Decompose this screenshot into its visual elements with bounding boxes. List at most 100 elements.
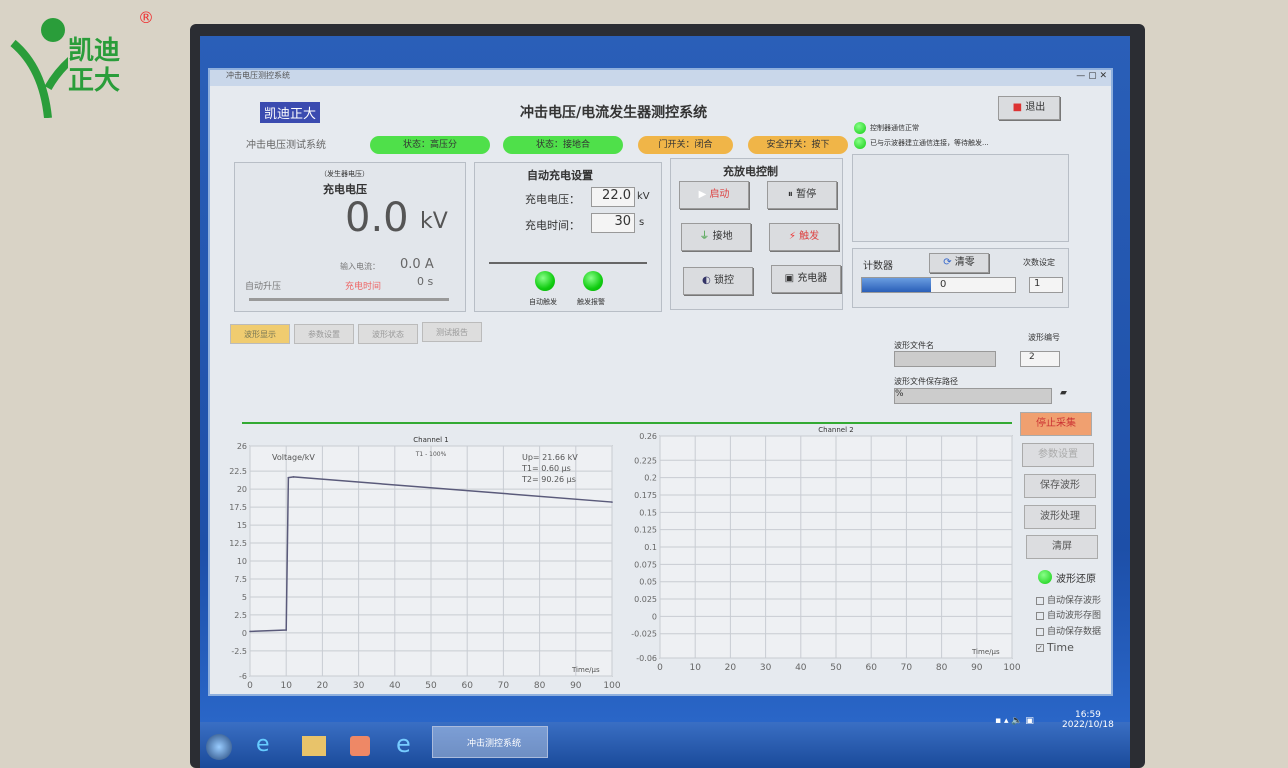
charger-button[interactable]: ▣ 充电器 bbox=[771, 265, 841, 293]
y-tick-label: 10 bbox=[237, 557, 247, 566]
y-tick-label: 0.075 bbox=[634, 560, 657, 569]
pause-icon: ⏸ bbox=[787, 189, 797, 200]
x-tick-label: 100 bbox=[603, 681, 620, 691]
y-tick-label: -0.06 bbox=[636, 654, 657, 663]
file-name-label: 波形文件名 bbox=[894, 341, 934, 350]
tray-icons[interactable]: ▪ ▴ 🔈 ▣ bbox=[995, 716, 1034, 726]
start-button[interactable] bbox=[206, 734, 232, 760]
y-tick-label: -0.025 bbox=[631, 630, 657, 639]
x-tick-label: 10 bbox=[689, 663, 701, 673]
counter-bar: 0 bbox=[861, 277, 1016, 293]
comm-led bbox=[854, 122, 866, 134]
param-settings-button[interactable]: 参数设置 bbox=[1022, 443, 1094, 467]
y-tick-label: 0.26 bbox=[639, 432, 657, 441]
info-display-panel bbox=[852, 154, 1069, 242]
lock-icon: ◐ bbox=[702, 275, 714, 286]
clear-counter-button[interactable]: ⟳ 清零 bbox=[929, 253, 989, 273]
voltage-caption: （发生器电压） bbox=[320, 170, 369, 178]
brand-logo: 凯迪正大 ® bbox=[8, 8, 158, 123]
x-tick-label: 50 bbox=[830, 663, 842, 673]
pause-button[interactable]: ⏸ 暂停 bbox=[767, 181, 837, 209]
page-title: 冲击电压/电流发生器测控系统 bbox=[520, 105, 708, 121]
charge-voltage-label: 充电电压： bbox=[525, 193, 580, 206]
annotation: Up= 21.66 kV bbox=[522, 453, 578, 462]
process-waveform-button[interactable]: 波形处理 bbox=[1024, 505, 1096, 529]
window-controls[interactable]: — ▢ ✕ bbox=[1076, 71, 1107, 81]
checkbox-auto-save-waveform[interactable]: 自动保存波形 bbox=[1036, 593, 1101, 606]
y-axis-label: Voltage/kV bbox=[272, 453, 315, 462]
ground-button[interactable]: ⏚ 接地 bbox=[681, 223, 751, 251]
y-tick-label: 0.225 bbox=[634, 456, 657, 465]
y-tick-label: 26 bbox=[237, 442, 247, 451]
count-setting-input[interactable]: 1 bbox=[1029, 277, 1063, 293]
file-number-input[interactable]: 2 bbox=[1020, 351, 1060, 367]
folder-icon[interactable]: ▰ bbox=[1060, 388, 1067, 398]
x-tick-label: 100 bbox=[1003, 663, 1020, 673]
checkbox-auto-save-image[interactable]: 自动波形存图 bbox=[1036, 608, 1101, 621]
file-name-input[interactable] bbox=[894, 351, 996, 367]
y-tick-label: 2.5 bbox=[234, 611, 247, 620]
save-waveform-button[interactable]: 保存波形 bbox=[1024, 474, 1096, 498]
x-tick-label: 10 bbox=[280, 681, 292, 691]
folder-icon[interactable] bbox=[302, 736, 326, 756]
auto-boost-label: 自动升压 bbox=[245, 282, 282, 292]
ie-icon[interactable]: e bbox=[256, 732, 270, 757]
ie-icon-2[interactable]: e bbox=[396, 730, 411, 758]
charge-control-panel: 充放电控制 ▶ 启动 ⏸ 暂停 ⏚ 接地 ⚡ 触发 ◐ 锁控 ▣ 充电器 bbox=[670, 158, 843, 310]
tab-waveform[interactable]: 波形显示 bbox=[230, 324, 290, 344]
y-tick-label: 0.05 bbox=[639, 578, 657, 587]
data-point bbox=[292, 476, 295, 478]
auto-charge-panel: 自动充电设置 充电电压： 22.0 kV 充电时间： 30 s 自动触发 触发报… bbox=[474, 162, 662, 312]
voltage-value: 0.0 bbox=[345, 195, 409, 241]
status-pill-door: 门开关：闭合 bbox=[638, 136, 733, 154]
message-1: 控制器通信正常 bbox=[870, 124, 919, 132]
file-path-label: 波形文件保存路径 bbox=[894, 377, 958, 386]
charge-time-input[interactable]: 30 bbox=[591, 213, 635, 233]
clock[interactable]: 16:59 2022/10/18 bbox=[1062, 710, 1114, 730]
y-tick-label: 0.125 bbox=[634, 526, 657, 535]
auto-trigger-label: 自动触发 bbox=[529, 298, 557, 306]
charge-time-unit: s bbox=[639, 217, 645, 228]
trigger-alarm-led bbox=[583, 271, 603, 291]
app-window: 冲击电压测控系统 — ▢ ✕ 凯迪正大 冲击电压/电流发生器测控系统 ■ 退出 … bbox=[208, 68, 1113, 696]
tab-params[interactable]: 参数设置 bbox=[294, 324, 354, 344]
clear-screen-button[interactable]: 清屏 bbox=[1026, 535, 1098, 559]
status-pill-ground: 状态：接地合 bbox=[503, 136, 623, 154]
x-tick-label: 30 bbox=[760, 663, 772, 673]
voltage-label: 充电电压 bbox=[323, 183, 367, 196]
x-tick-label: 60 bbox=[865, 663, 877, 673]
checkbox-time[interactable]: ✓ Time bbox=[1036, 641, 1074, 654]
x-tick-label: 60 bbox=[461, 681, 473, 691]
y-tick-label: 12.5 bbox=[229, 539, 247, 548]
ground-icon: ⏚ bbox=[699, 231, 713, 242]
trigger-button[interactable]: ⚡ 触发 bbox=[769, 223, 839, 251]
count-setting-label: 次数设定 bbox=[1023, 258, 1055, 267]
exit-button[interactable]: ■ 退出 bbox=[998, 96, 1060, 120]
tab-report[interactable]: 测试报告 bbox=[422, 322, 482, 342]
stop-acquisition-button[interactable]: 停止采集 bbox=[1020, 412, 1092, 436]
charge-voltage-unit: kV bbox=[637, 191, 650, 202]
y-tick-label: 0.2 bbox=[644, 474, 657, 483]
y-tick-label: 0.175 bbox=[634, 491, 657, 500]
start-button[interactable]: ▶ 启动 bbox=[679, 181, 749, 209]
counter-bar-fill bbox=[862, 278, 931, 292]
checkbox-auto-save-data[interactable]: 自动保存数据 bbox=[1036, 624, 1101, 637]
auto-trigger-led bbox=[535, 271, 555, 291]
y-tick-label: -2.5 bbox=[231, 647, 247, 656]
charge-voltage-input[interactable]: 22.0 bbox=[591, 187, 635, 207]
y-tick-label: 0 bbox=[242, 629, 247, 638]
x-tick-label: 0 bbox=[657, 663, 663, 673]
close-icon: ■ bbox=[1012, 102, 1026, 113]
tab-status[interactable]: 波形状态 bbox=[358, 324, 418, 344]
charge-time-label: 充电时间： bbox=[525, 219, 580, 232]
lock-button[interactable]: ◐ 锁控 bbox=[683, 267, 753, 295]
divider bbox=[489, 262, 647, 264]
x-tick-label: 50 bbox=[425, 681, 437, 691]
media-player-icon[interactable] bbox=[350, 736, 370, 756]
file-path-input[interactable]: % bbox=[894, 388, 1052, 404]
message-2: 已与示波器建立通信连接，等待触发... bbox=[870, 139, 989, 147]
taskbar-app-item[interactable]: 冲击测控系统 bbox=[432, 726, 548, 758]
channel-1-chart: Channel 10 10 20 30 40 50 60 70 80 90 1002622.5201… bbox=[229, 436, 621, 691]
data-point bbox=[611, 501, 613, 503]
logo-text: 凯迪正大 bbox=[68, 36, 121, 96]
